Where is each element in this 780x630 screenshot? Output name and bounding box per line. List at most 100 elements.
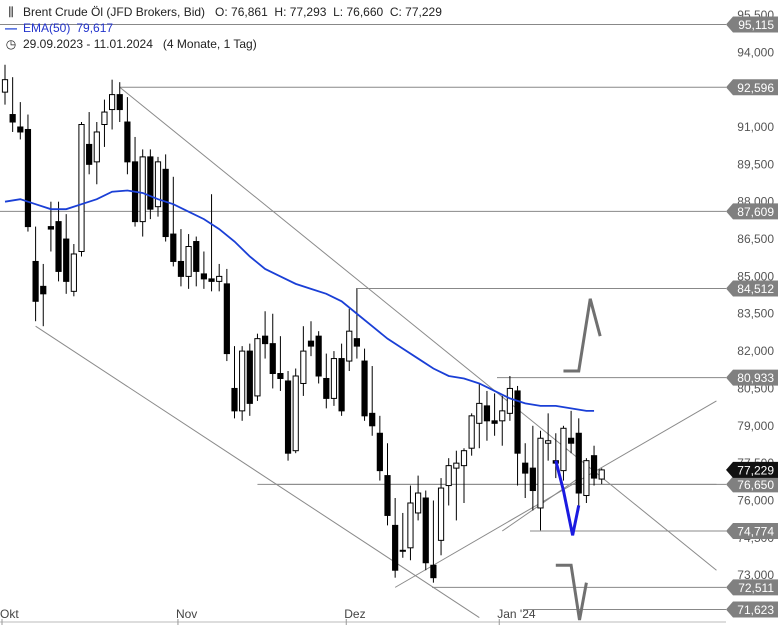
candle-body-down [223, 283, 230, 355]
y-axis-tick-label: 83,500 [737, 307, 774, 321]
x-axis-label: Okt [0, 607, 19, 621]
y-axis-tick-label: 89,500 [737, 157, 774, 171]
price-tag-text: 71,623 [737, 603, 774, 617]
price-tag-text: 95,115 [738, 18, 774, 32]
candle-body-down [338, 358, 345, 412]
price-tag-shape [726, 476, 778, 493]
x-axis-label: Dez [344, 607, 365, 621]
candle-body-up [239, 350, 246, 412]
candle-body-up [292, 375, 299, 452]
candle-body-down [170, 233, 177, 262]
price-tag-shape [726, 579, 778, 596]
current-price-tag: 77,229 [726, 461, 778, 478]
price-level-tag: 87,609 [726, 203, 778, 220]
candle-body-down [246, 350, 253, 404]
period-row: ◷ 29.09.2023 - 11.01.2024 (4 Monate, 1 T… [4, 36, 442, 52]
candle-body-down [193, 241, 200, 272]
y-axis-tick-label: 86,500 [737, 232, 774, 246]
price-tag-shape [726, 16, 778, 33]
candle-body-up [437, 487, 445, 541]
price-tag-text: 84,512 [737, 282, 774, 296]
price-tag-text: 87,609 [737, 205, 774, 219]
ema-value: 79,617 [76, 21, 114, 35]
candle-body-up [346, 330, 353, 362]
instrument-name: Brent Crude Öl (JFD Brokers, Bid) [23, 5, 206, 19]
candle-body-down [262, 335, 269, 345]
candle-body-down [376, 432, 383, 472]
candle-body-up [560, 427, 567, 472]
candle-body-down [315, 335, 322, 377]
candle-body-down [24, 128, 32, 228]
candle-body-up [583, 460, 590, 497]
price-level-tag: 71,623 [726, 601, 778, 618]
candle-body-down [575, 432, 582, 494]
candle-body-up [300, 350, 307, 384]
candle-body-up [330, 358, 338, 399]
ema-line-icon: — [5, 21, 17, 35]
candle-body-up [399, 549, 406, 552]
period-range: 29.09.2023 - 11.01.2024 [23, 37, 153, 51]
price-tag-text: 80,933 [737, 371, 774, 385]
candle-body-down [430, 564, 437, 579]
candle-body-down [353, 338, 360, 347]
price-tag-shape [726, 461, 778, 478]
candle-body-up [460, 450, 468, 467]
candle-body-down [590, 455, 598, 479]
candle-body-down [284, 380, 292, 454]
price-level-tag: 76,650 [726, 476, 778, 493]
candle-body-up [537, 437, 544, 509]
candle-body-up [101, 111, 108, 126]
candle-body-up [499, 410, 506, 422]
candle-body-down [9, 114, 16, 123]
candle-body-up [185, 246, 192, 277]
ema-row: — EMA(50) 79,617 [4, 20, 442, 36]
candle-body-down [47, 226, 54, 230]
candle-body-down [384, 475, 391, 516]
y-axis-tick-label: 79,000 [737, 419, 774, 433]
candle-body-up [415, 492, 422, 514]
candle-body-up [78, 124, 85, 252]
candle-body-down [514, 390, 521, 454]
candle-body-down [323, 377, 330, 399]
forecast-path [554, 460, 581, 536]
candle-body-down [483, 405, 491, 422]
x-axis-label: Jan '24 [497, 607, 536, 621]
candle-body-up [70, 253, 77, 292]
bearish-scenario-arrow [555, 563, 588, 621]
price-level-tag: 95,115 [726, 16, 778, 33]
candle-body-up [407, 502, 414, 549]
candle-body-up [93, 131, 100, 163]
price-tag-text: 74,774 [737, 525, 774, 539]
ema50-line [4, 189, 595, 412]
candle-body-up [476, 402, 483, 424]
y-axis-tick-label: 76,000 [737, 493, 774, 507]
candle-body-down [522, 462, 529, 474]
y-axis-tick-label: 85,000 [737, 269, 774, 283]
y-axis-tick-label: 91,000 [737, 120, 774, 134]
candle-body-up [506, 387, 513, 414]
candle-body-up [139, 156, 146, 223]
instrument-row: ⫼ Brent Crude Öl (JFD Brokers, Bid) O: 7… [4, 4, 442, 20]
chart-header: ⫼ Brent Crude Öl (JFD Brokers, Bid) O: 7… [4, 4, 442, 52]
price-tag-text: 76,650 [737, 478, 774, 492]
candle-body-down [124, 121, 131, 163]
price-tag-text: 77,229 [737, 463, 774, 477]
candle-body-down [269, 343, 276, 375]
candle-body-down [361, 360, 368, 417]
x-axis-label: Nov [176, 607, 197, 621]
candle-body-down [55, 221, 62, 272]
candle-body-up [598, 469, 605, 480]
candle-body-down [17, 126, 24, 133]
period-description: (4 Monate, 1 Tag) [162, 37, 257, 51]
candle-body-up [468, 415, 475, 449]
price-tag-shape [726, 523, 778, 540]
candle-body-down [147, 156, 154, 210]
ohlc-values: O: 76,861 H: 77,293 L: 76,660 C: 77,229 [215, 5, 442, 19]
candle-body-down [208, 278, 215, 282]
bullish-scenario-arrow [563, 298, 602, 373]
price-level-tag: 74,774 [726, 523, 778, 540]
price-level-tag: 84,512 [726, 280, 778, 297]
candle-body-down [369, 412, 376, 427]
price-tag-shape [726, 601, 778, 618]
